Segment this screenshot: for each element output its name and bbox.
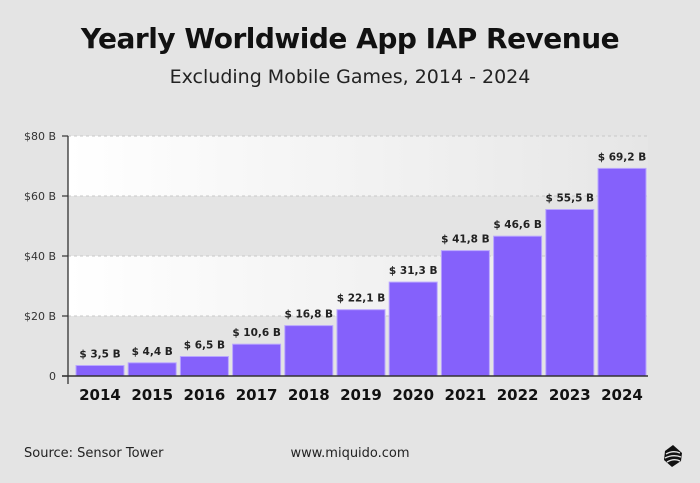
website-link[interactable]: www.miquido.com xyxy=(290,446,410,461)
data-label: $ 16,8 B xyxy=(285,309,334,321)
bar xyxy=(493,235,543,377)
chart-subtitle: Excluding Mobile Games, 2014 - 2024 xyxy=(169,66,531,88)
source-label: Source: Sensor Tower xyxy=(24,446,164,461)
data-label: $ 6,5 B xyxy=(184,340,225,352)
bar xyxy=(232,343,282,377)
y-tick-label: 0 xyxy=(49,370,56,383)
y-tick-label: $40 B xyxy=(24,250,56,263)
grid-band xyxy=(68,136,648,196)
bar xyxy=(336,309,386,377)
bar xyxy=(597,167,647,377)
x-tick-label: 2018 xyxy=(288,386,330,404)
x-tick-label: 2023 xyxy=(549,386,591,404)
data-label: $ 10,6 B xyxy=(232,327,281,339)
y-tick-label: $20 B xyxy=(24,310,56,323)
x-tick-label: 2019 xyxy=(340,386,382,404)
x-tick-label: 2022 xyxy=(497,386,539,404)
x-tick-label: 2017 xyxy=(236,386,278,404)
chart-title: Yearly Worldwide App IAP Revenue xyxy=(80,22,620,55)
data-label: $ 46,6 B xyxy=(493,219,542,231)
data-label: $ 55,5 B xyxy=(546,193,595,205)
y-tick-label: $60 B xyxy=(24,190,56,203)
x-tick-label: 2024 xyxy=(601,386,643,404)
bar xyxy=(284,325,334,377)
data-label: $ 4,4 B xyxy=(132,346,173,358)
data-label: $ 3,5 B xyxy=(79,349,120,361)
x-tick-label: 2016 xyxy=(184,386,226,404)
data-label: $ 22,1 B xyxy=(337,293,386,305)
x-tick-label: 2015 xyxy=(131,386,173,404)
bar xyxy=(545,209,595,377)
x-tick-label: 2021 xyxy=(445,386,487,404)
miquido-logo-icon xyxy=(664,445,682,467)
bar xyxy=(388,281,438,377)
x-tick-label: 2014 xyxy=(79,386,121,404)
data-label: $ 31,3 B xyxy=(389,265,438,277)
data-label: $ 41,8 B xyxy=(441,234,490,246)
bar xyxy=(179,356,229,377)
bar xyxy=(75,365,125,377)
x-tick-label: 2020 xyxy=(392,386,434,404)
y-tick-label: $80 B xyxy=(24,130,56,143)
data-label: $ 69,2 B xyxy=(598,151,647,163)
bar xyxy=(127,362,177,377)
bar xyxy=(440,250,490,377)
